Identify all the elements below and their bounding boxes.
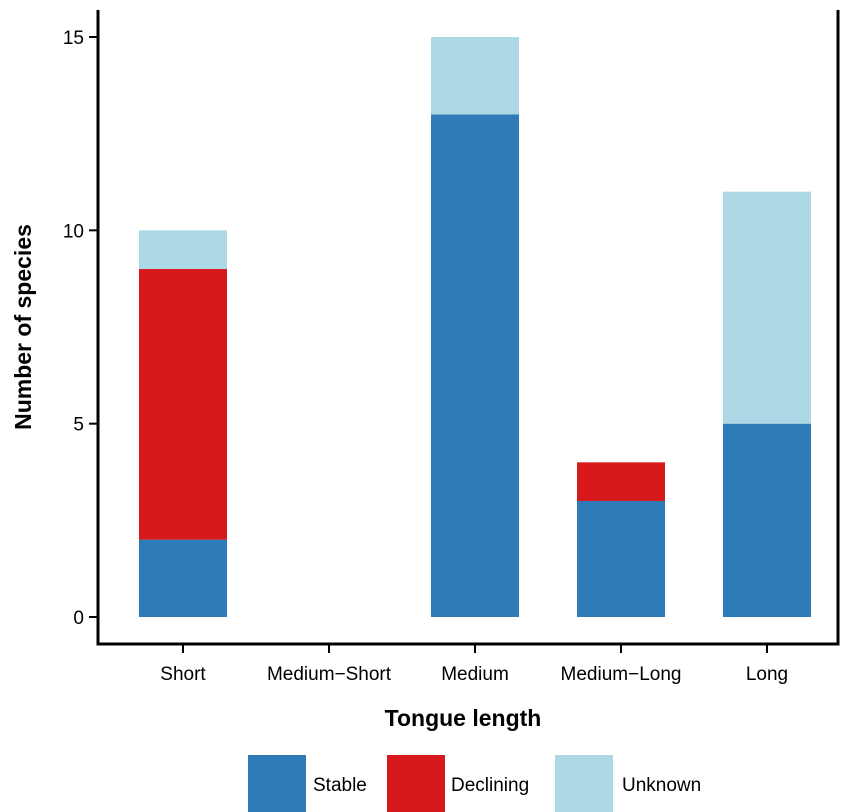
x-axis-ticks: Short Medium−Short Medium Medium−Long Long (160, 644, 788, 685)
y-tick-label: 0 (73, 608, 84, 629)
y-tick-label: 15 (63, 28, 84, 49)
x-tick-label: Long (746, 664, 788, 685)
legend-label-unknown: Unknown (622, 775, 701, 796)
x-tick-label: Medium (441, 664, 509, 685)
bar-stable-4 (723, 423, 811, 617)
legend-swatch-stable (248, 755, 306, 812)
bar-stable-3 (577, 501, 665, 617)
legend: Stable Declining Unknown (248, 755, 701, 812)
bar-unknown-2 (431, 37, 519, 115)
legend-label-declining: Declining (451, 775, 529, 796)
bar-unknown-4 (723, 191, 811, 424)
bar-stable-2 (431, 114, 519, 617)
x-axis-title: Tongue length (385, 705, 542, 731)
bar-stable-0 (139, 539, 227, 617)
x-tick-label: Medium−Short (267, 664, 392, 685)
legend-label-stable: Stable (313, 775, 367, 796)
axes-layer (96, 10, 840, 646)
bar-unknown-0 (139, 230, 227, 269)
y-axis-title: Number of species (10, 224, 36, 430)
legend-swatch-unknown (555, 755, 613, 812)
x-tick-label: Medium−Long (561, 664, 682, 685)
bar-declining-0 (139, 269, 227, 540)
y-tick-label: 5 (73, 415, 84, 436)
axis-frame (96, 10, 840, 646)
y-tick-label: 10 (63, 221, 84, 242)
bar-declining-3 (577, 462, 665, 501)
x-tick-label: Short (160, 664, 206, 685)
y-axis-ticks: 0 5 10 15 (63, 28, 98, 629)
bars-layer (139, 37, 811, 617)
legend-swatch-declining (387, 755, 445, 812)
